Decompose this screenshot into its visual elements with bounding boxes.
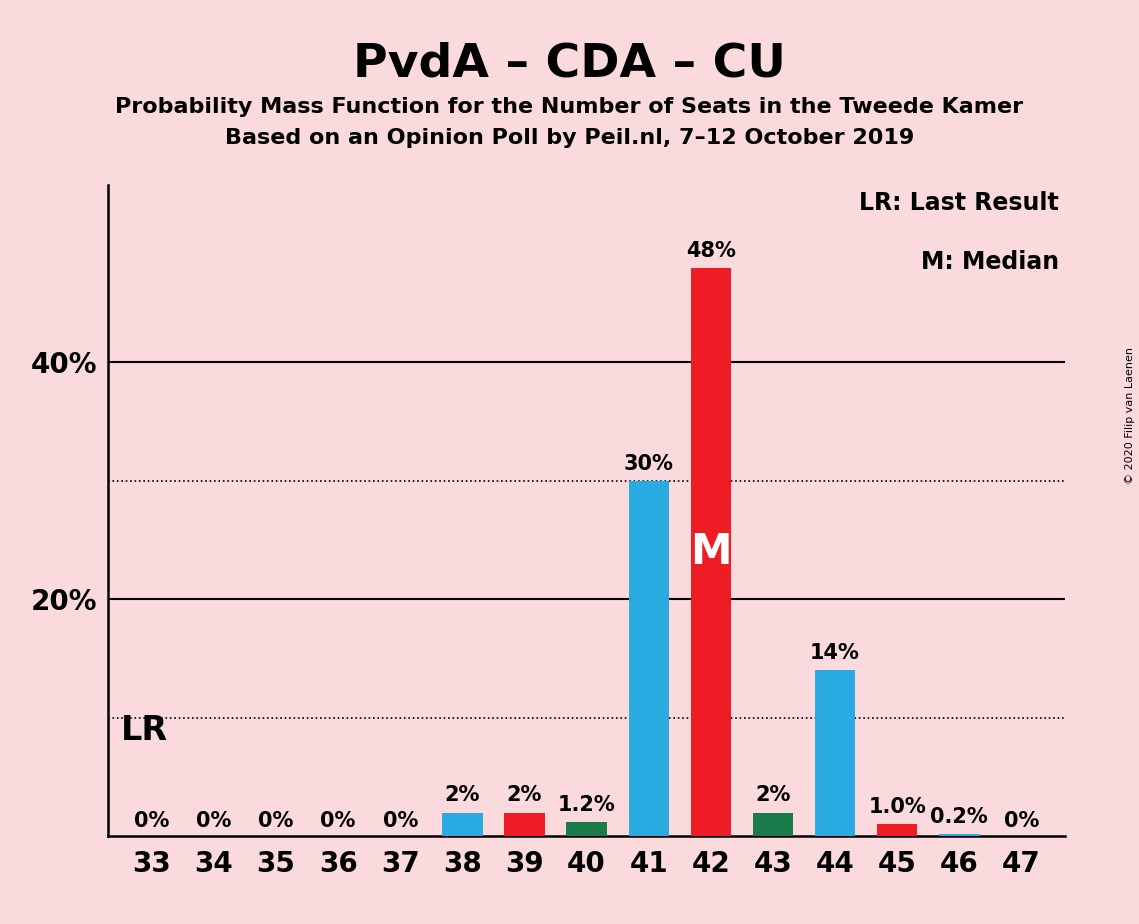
Text: 2%: 2%	[507, 785, 542, 806]
Text: 48%: 48%	[686, 240, 736, 261]
Bar	[753, 812, 793, 836]
Text: M: Median: M: Median	[920, 249, 1059, 274]
Text: M: M	[690, 531, 731, 573]
Text: 0%: 0%	[320, 811, 355, 832]
Text: Probability Mass Function for the Number of Seats in the Tweede Kamer: Probability Mass Function for the Number…	[115, 97, 1024, 117]
Text: 0.2%: 0.2%	[931, 807, 989, 827]
Bar	[814, 671, 855, 836]
Text: 2%: 2%	[444, 785, 480, 806]
Bar	[505, 812, 544, 836]
Text: PvdA – CDA – CU: PvdA – CDA – CU	[353, 42, 786, 87]
Bar	[877, 824, 917, 836]
Text: 0%: 0%	[196, 811, 231, 832]
Text: 0%: 0%	[134, 811, 170, 832]
Bar	[566, 822, 607, 836]
Text: 30%: 30%	[624, 454, 673, 474]
Bar	[690, 268, 731, 836]
Bar	[940, 833, 980, 836]
Text: © 2020 Filip van Laenen: © 2020 Filip van Laenen	[1125, 347, 1134, 484]
Text: 1.0%: 1.0%	[868, 797, 926, 817]
Bar	[629, 480, 669, 836]
Text: Based on an Opinion Poll by Peil.nl, 7–12 October 2019: Based on an Opinion Poll by Peil.nl, 7–1…	[224, 128, 915, 148]
Text: 14%: 14%	[810, 643, 860, 663]
Text: 1.2%: 1.2%	[558, 795, 615, 815]
Text: 0%: 0%	[383, 811, 418, 832]
Text: LR: Last Result: LR: Last Result	[859, 190, 1059, 214]
Text: 0%: 0%	[259, 811, 294, 832]
Text: 0%: 0%	[1003, 811, 1039, 832]
Text: LR: LR	[121, 714, 167, 748]
Bar	[442, 812, 483, 836]
Text: 2%: 2%	[755, 785, 790, 806]
